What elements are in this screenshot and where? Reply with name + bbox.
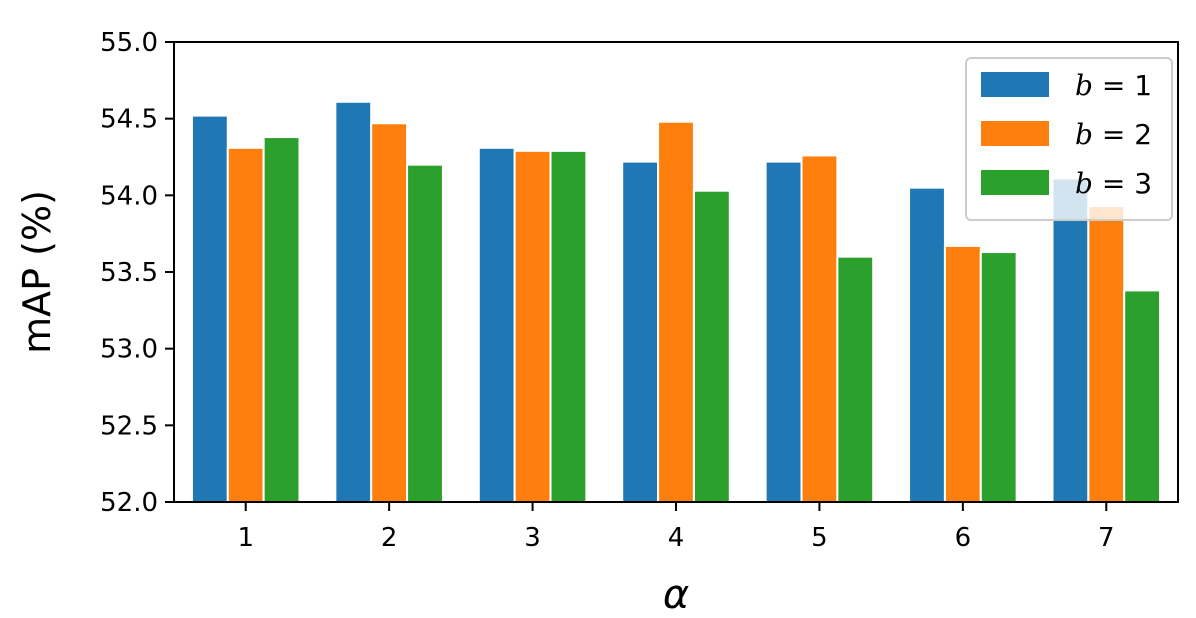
bar-b3-alpha7	[1123, 289, 1162, 503]
bar-b2-alpha7	[1087, 205, 1126, 503]
y-tick-label: 52.5	[100, 411, 158, 441]
bar-b1-alpha4	[621, 160, 660, 503]
bar-b2-alpha4	[657, 120, 695, 503]
x-tick-label: 3	[524, 523, 541, 553]
y-tick-label: 54.5	[100, 105, 158, 135]
bar-b2-alpha2	[370, 122, 409, 504]
bar-b1-alpha1	[190, 114, 229, 503]
x-tick-label: 7	[1098, 523, 1115, 553]
legend-swatch-b3	[981, 170, 1049, 195]
bar-b2-alpha5	[800, 154, 839, 503]
bar-b3-alpha3	[549, 149, 588, 503]
x-tick-label: 2	[381, 523, 398, 553]
plot-frame	[173, 41, 1179, 503]
y-axis-label: mAP (%)	[15, 190, 59, 354]
legend-label-b2: b = 2	[1075, 118, 1152, 151]
bar-b1-alpha6	[908, 186, 946, 504]
bar-b3-alpha1	[262, 136, 301, 503]
legend-swatch-b1	[981, 72, 1049, 97]
legend-label-b1: b = 1	[1075, 69, 1152, 102]
legend-swatch-b2	[981, 121, 1049, 146]
y-tick-label: 53.0	[100, 335, 158, 365]
x-tick-label: 4	[668, 523, 685, 553]
bar-b2-alpha3	[513, 149, 552, 503]
bar-b1-alpha3	[477, 146, 516, 504]
x-axis-label: α	[663, 572, 689, 618]
y-tick-label: 52.0	[100, 488, 158, 518]
x-axis: 1 2 3 4 5 6 7	[237, 502, 1115, 553]
x-tick-label: 5	[811, 523, 828, 553]
x-tick-label: 1	[237, 523, 254, 553]
bar-b3-alpha5	[836, 255, 875, 503]
y-axis: 52.0 52.5 53.0 53.5 54.0 54.5 55.0	[100, 28, 174, 518]
bars-group	[190, 100, 1162, 504]
legend: b = 1 b = 2 b = 3	[965, 57, 1173, 221]
y-tick-label: 54.0	[100, 181, 158, 211]
y-tick-label: 53.5	[100, 258, 158, 288]
bar-b1-alpha7	[1051, 177, 1090, 503]
y-tick-label: 55.0	[100, 28, 158, 58]
bar-b2-alpha6	[943, 244, 982, 504]
bar-b3-alpha4	[692, 189, 731, 503]
bar-b1-alpha2	[334, 100, 373, 504]
bar-b2-alpha1	[226, 146, 265, 504]
bar-b3-alpha6	[979, 251, 1018, 503]
legend-label-b3: b = 3	[1075, 167, 1152, 200]
x-tick-label: 6	[955, 523, 972, 553]
bar-b3-alpha2	[406, 163, 444, 504]
bar-b1-alpha5	[764, 160, 803, 503]
